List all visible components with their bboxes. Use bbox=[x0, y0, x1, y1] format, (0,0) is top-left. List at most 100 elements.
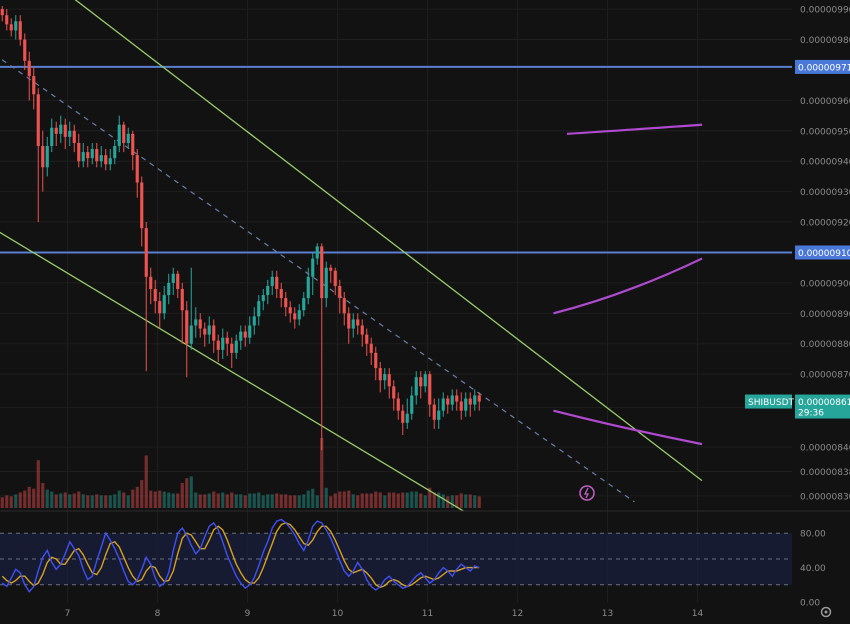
volume-bar bbox=[473, 495, 477, 508]
candle-body bbox=[239, 331, 243, 341]
volume-bar bbox=[432, 492, 436, 508]
volume-bar bbox=[212, 491, 216, 508]
volume-bar bbox=[333, 493, 337, 508]
volume-bar bbox=[81, 494, 85, 508]
volume-bar bbox=[108, 495, 112, 508]
volume-bars bbox=[0, 438, 481, 508]
volume-bar bbox=[189, 476, 193, 508]
level-badge-label: 0.00000971 bbox=[798, 63, 850, 73]
time-tick-label: 9 bbox=[245, 609, 251, 619]
volume-bar bbox=[405, 492, 409, 508]
volume-bar bbox=[221, 492, 225, 508]
level-badge-label: 0.00000910 bbox=[798, 249, 850, 259]
volume-bar bbox=[383, 495, 387, 508]
candle-body bbox=[0, 9, 4, 16]
candle-body bbox=[225, 337, 229, 344]
alert-icon[interactable] bbox=[579, 485, 595, 501]
volume-bar bbox=[468, 494, 472, 508]
volume-bar bbox=[347, 490, 351, 508]
candle-body bbox=[149, 276, 153, 289]
candle-body bbox=[198, 319, 202, 329]
candle-body bbox=[261, 295, 265, 302]
volume-bar bbox=[9, 496, 13, 508]
volume-bar bbox=[315, 495, 319, 508]
volume-bar bbox=[54, 494, 58, 508]
volume-bar bbox=[401, 492, 405, 508]
volume-bar bbox=[239, 494, 243, 508]
candle-body bbox=[383, 374, 387, 381]
candle-body bbox=[140, 182, 144, 229]
volume-bar bbox=[153, 491, 157, 508]
volume-bar bbox=[297, 495, 301, 508]
candle-body bbox=[423, 374, 427, 387]
candle-body bbox=[360, 325, 364, 335]
volume-bar bbox=[117, 490, 121, 508]
volume-bar bbox=[374, 491, 378, 508]
volume-bar bbox=[63, 492, 67, 508]
volume-bar bbox=[216, 493, 220, 508]
candle-body bbox=[473, 395, 477, 405]
volume-bar bbox=[167, 492, 171, 508]
candle-body bbox=[180, 288, 184, 311]
candle-body bbox=[72, 130, 76, 143]
time-tick-label: 8 bbox=[155, 609, 161, 619]
candle-body bbox=[86, 152, 90, 159]
volume-bar bbox=[293, 495, 297, 508]
volume-bar bbox=[270, 494, 274, 508]
projection-curve bbox=[553, 409, 703, 446]
candle-body bbox=[216, 340, 220, 350]
symbol-label: SHIBUSDT bbox=[748, 398, 795, 408]
candle-body bbox=[432, 404, 436, 420]
volume-bar bbox=[279, 494, 283, 508]
settings-gear-icon[interactable] bbox=[820, 606, 832, 618]
candle-body bbox=[347, 313, 351, 329]
volume-bar bbox=[392, 492, 396, 508]
candle-body bbox=[338, 285, 342, 299]
volume-bar bbox=[122, 492, 126, 508]
candle-body bbox=[387, 374, 391, 387]
volume-bar bbox=[369, 493, 373, 508]
volume-bar bbox=[131, 489, 135, 508]
candle-body bbox=[369, 343, 373, 353]
candle-body bbox=[248, 325, 252, 338]
candle-body bbox=[153, 288, 157, 302]
price-tick-label: 0.00000870 bbox=[800, 371, 850, 381]
candle-body bbox=[410, 395, 414, 414]
candle-body bbox=[18, 21, 22, 40]
candle-body bbox=[176, 273, 180, 289]
price-tick-label: 0.00000930 bbox=[800, 188, 850, 198]
symbol-badge bbox=[745, 394, 792, 409]
volume-bar bbox=[365, 493, 369, 508]
candle-body bbox=[266, 285, 270, 296]
candle-body bbox=[468, 398, 472, 405]
volume-bar bbox=[18, 492, 22, 508]
candle-body bbox=[365, 334, 369, 344]
candle-body bbox=[9, 24, 13, 31]
candle-body bbox=[77, 142, 81, 162]
volume-bar bbox=[180, 483, 184, 508]
candle-body bbox=[270, 276, 274, 286]
volume-bar bbox=[68, 494, 72, 508]
volume-bar bbox=[0, 497, 4, 508]
volume-bar bbox=[288, 495, 292, 508]
price-tick-label: 0.00000920 bbox=[800, 219, 850, 229]
volume-bar bbox=[99, 495, 103, 508]
candle-body bbox=[99, 155, 103, 162]
candle-body bbox=[320, 246, 324, 299]
volume-bar bbox=[176, 493, 180, 508]
price-tick-label: 0.00000990 bbox=[800, 6, 850, 16]
candle-body bbox=[378, 368, 382, 381]
time-tick-label: 14 bbox=[692, 609, 704, 619]
candle-body bbox=[297, 310, 301, 320]
volume-bar bbox=[311, 488, 315, 508]
volume-bar bbox=[338, 491, 342, 508]
volume-bar bbox=[59, 493, 63, 508]
candle-body bbox=[158, 301, 162, 314]
candle-body bbox=[450, 395, 454, 405]
volume-bar bbox=[140, 480, 144, 508]
volume-bar bbox=[104, 495, 108, 508]
candle-body bbox=[437, 410, 441, 420]
candle-body bbox=[306, 276, 310, 299]
